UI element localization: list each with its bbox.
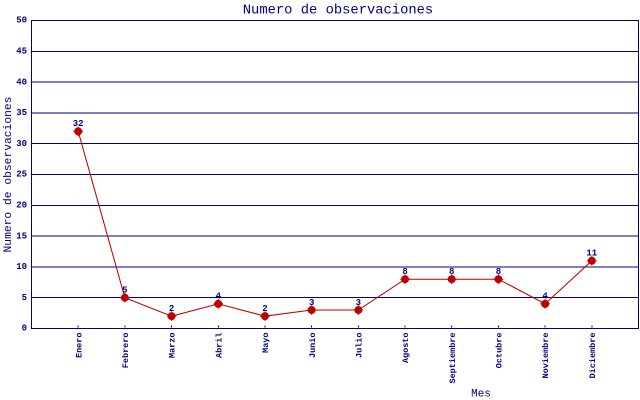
svg-text:3: 3 (309, 298, 314, 308)
svg-text:50: 50 (16, 16, 27, 26)
svg-text:3: 3 (356, 298, 361, 308)
svg-text:Mes: Mes (471, 389, 491, 400)
svg-text:2: 2 (262, 304, 267, 314)
svg-text:4: 4 (216, 292, 222, 302)
svg-text:Febrero: Febrero (121, 333, 131, 369)
svg-text:8: 8 (402, 267, 407, 277)
svg-text:Octubre: Octubre (495, 333, 505, 369)
svg-text:Septiembre: Septiembre (448, 333, 458, 384)
svg-text:Enero: Enero (74, 333, 84, 359)
svg-text:Mayo: Mayo (261, 333, 271, 353)
svg-text:5: 5 (22, 293, 27, 303)
svg-text:11: 11 (586, 249, 597, 259)
svg-text:8: 8 (449, 267, 454, 277)
svg-text:Diciembre: Diciembre (588, 333, 598, 379)
svg-text:Junio: Junio (308, 333, 318, 359)
svg-text:Agosto: Agosto (401, 333, 411, 364)
svg-text:Numero de observaciones: Numero de observaciones (243, 3, 433, 19)
svg-text:Marzo: Marzo (168, 333, 178, 359)
svg-text:4: 4 (542, 292, 548, 302)
svg-text:30: 30 (16, 139, 27, 149)
svg-text:10: 10 (16, 262, 27, 272)
svg-text:25: 25 (16, 170, 27, 180)
svg-text:0: 0 (22, 324, 27, 334)
svg-text:32: 32 (73, 119, 84, 129)
svg-text:35: 35 (16, 108, 27, 118)
svg-text:Julio: Julio (354, 333, 364, 359)
svg-text:40: 40 (16, 77, 27, 87)
svg-text:5: 5 (122, 286, 127, 296)
svg-text:Noviembre: Noviembre (541, 333, 551, 379)
svg-text:8: 8 (496, 267, 501, 277)
svg-text:15: 15 (16, 231, 27, 241)
svg-text:Abril: Abril (214, 333, 224, 359)
svg-text:45: 45 (16, 47, 27, 57)
svg-text:Numero de observaciones: Numero de observaciones (3, 97, 15, 253)
svg-text:2: 2 (169, 304, 174, 314)
svg-text:20: 20 (16, 201, 27, 211)
